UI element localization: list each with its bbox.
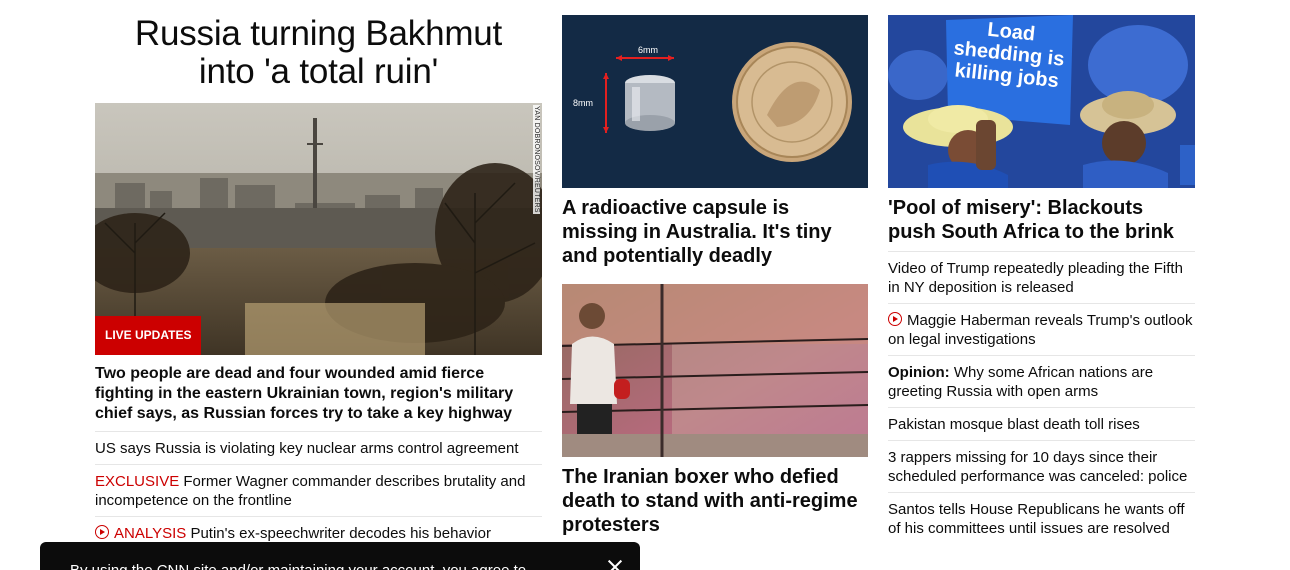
right-column: Load shedding is killing jobs 'Pool of m… [888,15,1195,544]
lead-story: Russia turning Bakhmut into 'a total rui… [95,15,542,549]
analysis-label: ANALYSIS [114,525,186,542]
list-item[interactable]: Video of Trump repeatedly pleading the F… [888,251,1195,303]
list-item[interactable]: 3 rappers missing for 10 days since thei… [888,440,1195,492]
width-label: 6mm [638,45,658,55]
lead-related-links: US says Russia is violating key nuclear … [95,431,542,549]
list-item[interactable]: US says Russia is violating key nuclear … [95,431,542,464]
headline-link[interactable]: Santos tells House Republicans he wants … [888,501,1185,537]
related-link-text[interactable]: US says Russia is violating key nuclear … [95,440,519,457]
toast-message: By using the CNN site and/or maintaining… [70,562,539,570]
boxer-photo [562,284,868,457]
capsule-image[interactable]: 6mm 8mm [562,15,868,188]
list-item[interactable]: Santos tells House Republicans he wants … [888,492,1195,544]
list-item[interactable]: Opinion: Why some African nations are gr… [888,355,1195,407]
image-credit: YAN DOBRONOSOV/REUTERS [533,105,540,214]
lead-headline[interactable]: Russia turning Bakhmut into 'a total rui… [95,15,542,91]
lead-summary[interactable]: Two people are dead and four wounded ami… [95,364,542,424]
headline-link[interactable]: Maggie Haberman reveals Trump's outlook … [888,312,1193,348]
exclusive-label: EXCLUSIVE [95,473,179,490]
list-item[interactable]: Pakistan mosque blast death toll rises [888,407,1195,440]
related-link-text[interactable]: Putin's ex-speechwriter decodes his beha… [190,525,491,542]
list-item[interactable]: Maggie Haberman reveals Trump's outlook … [888,303,1195,355]
lead-image[interactable]: YAN DOBRONOSOV/REUTERS LIVE UPDATES [95,103,542,355]
opinion-label: Opinion: [888,364,950,381]
lead-headline-line-2[interactable]: into 'a total ruin' [95,53,542,91]
headline-link[interactable]: Pakistan mosque blast death toll rises [888,416,1140,433]
play-icon [95,525,109,539]
lead-headline-line-1[interactable]: Russia turning Bakhmut [95,15,542,53]
capsule-graphic [562,15,868,188]
south-africa-headline[interactable]: 'Pool of misery': Blackouts push South A… [888,196,1195,244]
south-africa-image[interactable]: Load shedding is killing jobs [888,15,1195,188]
boxer-image[interactable] [562,284,868,457]
headline-link[interactable]: Video of Trump repeatedly pleading the F… [888,260,1183,296]
protest-sign: Load shedding is killing jobs [945,15,1073,93]
close-icon[interactable] [604,556,626,570]
capsule-headline[interactable]: A radioactive capsule is missing in Aust… [562,196,868,268]
boxer-headline[interactable]: The Iranian boxer who defied death to st… [562,465,868,537]
terms-toast: By using the CNN site and/or maintaining… [40,542,640,570]
headline-link[interactable]: 3 rappers missing for 10 days since thei… [888,449,1187,485]
live-updates-badge[interactable]: LIVE UPDATES [95,316,201,355]
height-label: 8mm [573,98,593,108]
play-icon [888,312,902,326]
right-headline-list: Video of Trump repeatedly pleading the F… [888,251,1195,544]
middle-column: 6mm 8mm A radioactive capsule is missing… [562,15,868,537]
list-item[interactable]: EXCLUSIVE Former Wagner commander descri… [95,464,542,516]
